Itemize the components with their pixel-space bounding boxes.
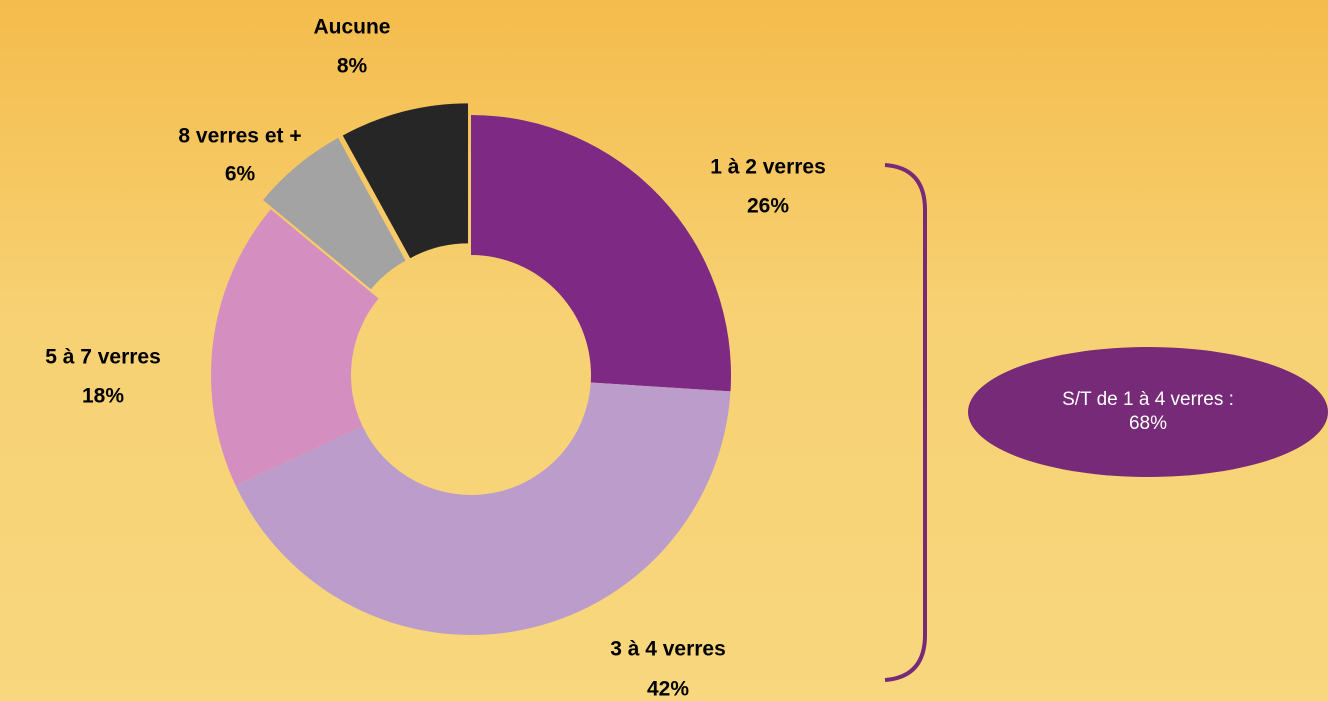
slice-value-label: 42% bbox=[647, 678, 689, 701]
donut-slice bbox=[211, 209, 379, 486]
slice-label: 8 verres et + bbox=[178, 125, 301, 148]
annotation: S/T de 1 à 4 verres : 68% bbox=[1062, 389, 1234, 434]
slice-label: 1 à 2 verres bbox=[710, 156, 826, 179]
bracket bbox=[884, 163, 927, 682]
donut-slice bbox=[235, 382, 731, 635]
annotation-bubble bbox=[968, 347, 1328, 477]
donut-slice bbox=[342, 103, 469, 259]
slice-value-label: 26% bbox=[747, 195, 789, 218]
slice-label: 5 à 7 verres bbox=[45, 346, 161, 369]
donut-slice bbox=[471, 115, 731, 392]
annotation-box: S/T de 1 à 4 verres : 68% bbox=[968, 347, 1328, 477]
slice-value-label: 8% bbox=[337, 55, 368, 78]
slice-label: Aucune bbox=[313, 16, 390, 39]
slice-value-label: 18% bbox=[82, 385, 124, 408]
slice-label: 3 à 4 verres bbox=[610, 638, 726, 661]
slice-value-label: 6% bbox=[225, 163, 256, 186]
donut-slice bbox=[263, 137, 406, 290]
